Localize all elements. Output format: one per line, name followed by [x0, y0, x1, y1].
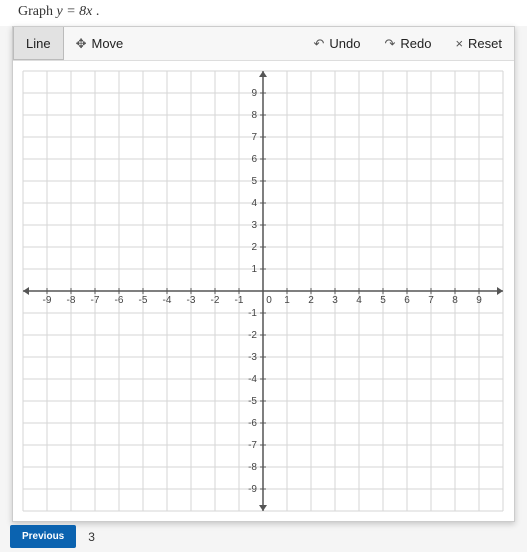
svg-text:-9: -9 — [248, 484, 257, 495]
svg-text:5: 5 — [251, 176, 257, 187]
line-tool-button[interactable]: Line — [13, 27, 64, 60]
move-icon: ✥ — [76, 36, 87, 52]
redo-label: Redo — [400, 36, 431, 51]
svg-text:-4: -4 — [163, 295, 172, 306]
svg-text:3: 3 — [251, 220, 257, 231]
svg-text:-6: -6 — [248, 418, 257, 429]
redo-icon: ↷ — [384, 36, 395, 52]
graph-toolbar: Line ✥ Move ↶ Undo ↷ Redo × Reset — [13, 27, 514, 61]
svg-text:0: 0 — [266, 295, 272, 306]
reset-label: Reset — [468, 36, 502, 51]
svg-text:4: 4 — [251, 198, 257, 209]
prompt-suffix: . — [92, 4, 99, 19]
svg-text:2: 2 — [308, 295, 314, 306]
svg-text:-8: -8 — [67, 295, 76, 306]
undo-icon: ↶ — [313, 36, 324, 52]
graph-panel: Line ✥ Move ↶ Undo ↷ Redo × Reset -9 -8 -7… — [12, 26, 515, 522]
svg-text:8: 8 — [452, 295, 458, 306]
footer-bar: Previous 3 — [0, 521, 527, 552]
redo-button[interactable]: ↷ Redo — [372, 27, 443, 60]
undo-label: Undo — [329, 36, 360, 51]
svg-text:1: 1 — [251, 264, 257, 275]
undo-button[interactable]: ↶ Undo — [301, 27, 372, 60]
graph-area[interactable]: -9 -8 -7 -6 -5 -4 -3 -2 -1 0 1 2 3 4 5 6 7 8 9 -9 -8 -7 -6 -5 -4… — [13, 61, 514, 521]
svg-text:-1: -1 — [248, 308, 257, 319]
prompt-equation: y = 8x — [57, 4, 93, 19]
coordinate-plane[interactable]: -9 -8 -7 -6 -5 -4 -3 -2 -1 0 1 2 3 4 5 6 7 8 9 -9 -8 -7 -6 -5 -4… — [13, 61, 513, 521]
close-icon: × — [455, 36, 463, 51]
svg-text:9: 9 — [476, 295, 482, 306]
svg-text:-3: -3 — [248, 352, 257, 363]
svg-text:-7: -7 — [248, 440, 257, 451]
reset-button[interactable]: × Reset — [443, 27, 514, 60]
svg-text:-8: -8 — [248, 462, 257, 473]
svg-text:-1: -1 — [235, 295, 244, 306]
svg-text:2: 2 — [251, 242, 257, 253]
svg-text:6: 6 — [251, 154, 257, 165]
svg-text:7: 7 — [428, 295, 434, 306]
svg-text:-5: -5 — [248, 396, 257, 407]
svg-text:-5: -5 — [139, 295, 148, 306]
question-prompt: Graph y = 8x . — [0, 0, 527, 26]
svg-text:-3: -3 — [187, 295, 196, 306]
move-tool-button[interactable]: ✥ Move — [64, 27, 136, 60]
svg-text:8: 8 — [251, 110, 257, 121]
svg-text:4: 4 — [356, 295, 362, 306]
svg-text:5: 5 — [380, 295, 386, 306]
page-number: 3 — [88, 530, 95, 544]
svg-text:-2: -2 — [248, 330, 257, 341]
previous-button[interactable]: Previous — [10, 525, 76, 548]
line-tool-label: Line — [26, 36, 51, 51]
svg-text:7: 7 — [251, 132, 257, 143]
svg-text:-4: -4 — [248, 374, 257, 385]
move-tool-label: Move — [91, 36, 123, 51]
prompt-prefix: Graph — [18, 4, 57, 19]
svg-text:3: 3 — [332, 295, 338, 306]
svg-text:6: 6 — [404, 295, 410, 306]
svg-text:1: 1 — [284, 295, 290, 306]
svg-text:-6: -6 — [115, 295, 124, 306]
previous-label: Previous — [22, 531, 64, 542]
svg-text:-2: -2 — [211, 295, 220, 306]
svg-text:-9: -9 — [43, 295, 52, 306]
svg-text:9: 9 — [251, 88, 257, 99]
svg-text:-7: -7 — [91, 295, 100, 306]
